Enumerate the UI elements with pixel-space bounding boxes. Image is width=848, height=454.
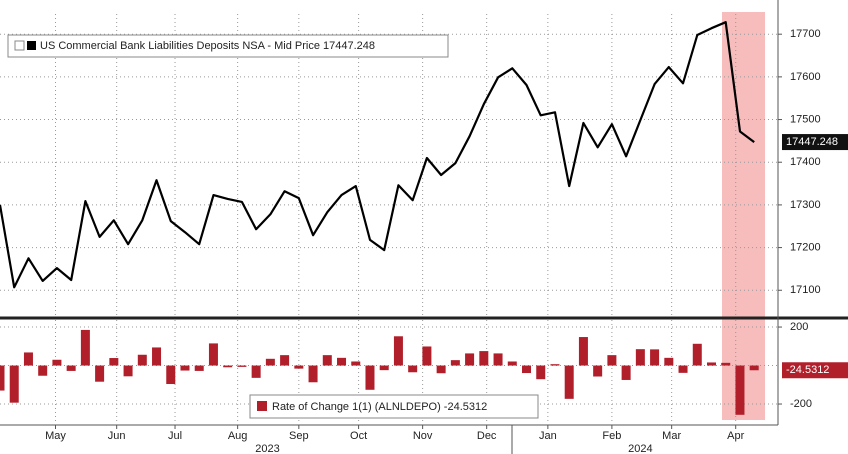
- x-tick-label: Jan: [539, 430, 557, 442]
- bar: [507, 361, 517, 366]
- bar: [351, 361, 361, 366]
- y-tick-label: 17100: [790, 284, 821, 296]
- x-tick-label: May: [45, 430, 66, 442]
- bar: [436, 365, 446, 374]
- bar: [337, 357, 347, 366]
- legend-label: Rate of Change 1(1) (ALNLDEPO) -24.5312: [272, 401, 487, 413]
- value-tag-label: -24.5312: [786, 364, 829, 376]
- bar: [308, 365, 318, 383]
- bar: [422, 346, 432, 366]
- x-tick-label: Nov: [413, 430, 433, 442]
- bar: [194, 365, 204, 371]
- y-tick-label: 17300: [790, 199, 821, 211]
- bar: [707, 362, 716, 366]
- legend-swatch: [27, 41, 36, 50]
- highlight-band: [722, 12, 765, 420]
- bar: [265, 358, 275, 366]
- bar: [692, 343, 702, 366]
- bar: [251, 365, 261, 378]
- bar: [38, 365, 48, 376]
- bar: [237, 365, 247, 367]
- bar: [280, 355, 290, 366]
- bar: [664, 357, 674, 366]
- bar: [635, 349, 645, 366]
- y-tick-label: -200: [790, 398, 812, 410]
- bar: [0, 365, 5, 391]
- bar: [678, 365, 688, 373]
- bar: [522, 365, 532, 374]
- bar: [735, 365, 745, 415]
- legend-swatch: [14, 40, 25, 51]
- bar: [166, 365, 176, 385]
- bar: [23, 352, 33, 366]
- year-label: 2023: [255, 443, 279, 454]
- bar: [408, 365, 418, 373]
- bar: [152, 347, 162, 366]
- x-tick-label: Aug: [228, 430, 248, 442]
- x-tick-label: Jul: [168, 430, 182, 442]
- bar: [379, 365, 389, 371]
- bar: [721, 362, 731, 366]
- bar: [536, 365, 546, 380]
- line-series: [0, 21, 755, 289]
- bar: [749, 365, 759, 371]
- bar: [465, 353, 475, 366]
- bar: [9, 365, 19, 403]
- bar: [294, 365, 304, 369]
- legend-label: US Commercial Bank Liabilities Deposits …: [40, 40, 375, 52]
- bar: [66, 365, 76, 371]
- x-tick-label: Sep: [289, 430, 309, 442]
- x-tick-label: Jun: [108, 430, 126, 442]
- y-tick-label: 17700: [790, 28, 821, 40]
- legend-box: [7, 34, 449, 58]
- bar: [109, 358, 119, 366]
- bar: [493, 353, 503, 366]
- bar: [123, 365, 133, 377]
- y-tick-label: 17200: [790, 241, 821, 253]
- bar: [52, 359, 62, 366]
- y-tick-label: 17400: [790, 156, 821, 168]
- bar: [564, 365, 574, 399]
- legend-box: [249, 394, 539, 419]
- bar: [450, 360, 460, 366]
- bar: [593, 365, 603, 377]
- bar: [479, 351, 489, 366]
- bar: [208, 343, 218, 366]
- value-tag: [782, 134, 848, 151]
- y-tick-label: 200: [790, 321, 808, 333]
- bar: [180, 365, 190, 371]
- bar: [95, 365, 105, 382]
- x-tick-label: Mar: [662, 430, 681, 442]
- bar: [550, 364, 560, 366]
- y-tick-label: 17600: [790, 71, 821, 83]
- bar: [223, 365, 233, 368]
- bar: [80, 329, 90, 366]
- value-tag: [782, 362, 848, 379]
- legend-swatch: [257, 401, 267, 411]
- bar: [393, 336, 403, 366]
- bar: [137, 354, 147, 366]
- bar: [650, 349, 660, 366]
- x-tick-label: Feb: [602, 430, 621, 442]
- bar: [365, 365, 375, 390]
- value-tag-label: 17447.248: [786, 136, 838, 148]
- bar: [322, 355, 332, 366]
- bar: [578, 337, 588, 366]
- x-tick-label: Apr: [727, 430, 744, 442]
- x-tick-label: Oct: [350, 430, 367, 442]
- bar: [621, 365, 631, 380]
- x-tick-label: Dec: [477, 430, 497, 442]
- y-tick-label: 17500: [790, 113, 821, 125]
- bar: [607, 355, 617, 366]
- year-label: 2024: [628, 443, 652, 454]
